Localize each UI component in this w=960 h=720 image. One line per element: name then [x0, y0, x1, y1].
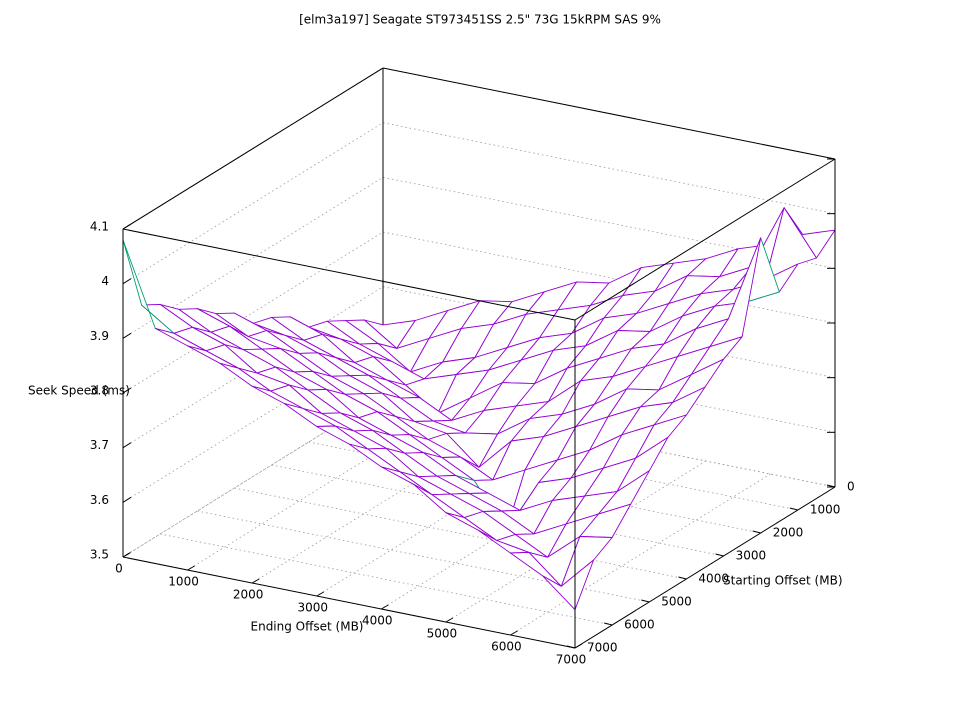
z-tick-label: 3.6 — [90, 493, 109, 507]
tick-mark — [122, 496, 132, 503]
y-tick-label: 1000 — [810, 503, 841, 517]
x-axis-title: Ending Offset (MB) — [251, 620, 364, 634]
x-tick-label: 6000 — [491, 640, 522, 654]
tick-mark — [510, 630, 518, 636]
z-axis-title: Seek Speed (ms) — [28, 384, 130, 398]
tick-mark — [316, 591, 324, 597]
x-tick-label: 1000 — [168, 575, 199, 589]
z-tick-label: 4.1 — [90, 220, 109, 234]
axis-box — [122, 67, 384, 230]
y-tick-label: 5000 — [661, 595, 692, 609]
grid-line — [122, 67, 836, 230]
grid-line — [122, 176, 836, 339]
tick-mark — [641, 599, 650, 603]
y-tick-label: 6000 — [624, 618, 655, 632]
tick-mark — [381, 604, 389, 610]
tick-mark — [604, 622, 613, 626]
tick-mark — [122, 442, 132, 449]
grid-line — [122, 122, 836, 285]
z-tick-label: 3.9 — [90, 329, 109, 343]
axis-box — [122, 556, 576, 649]
tick-mark — [251, 578, 260, 584]
tick-mark — [678, 576, 687, 580]
grid-line — [234, 487, 687, 580]
tick-mark — [122, 552, 131, 558]
tick-mark — [826, 484, 836, 488]
axis-box — [574, 158, 836, 321]
z-tick-label: 3.7 — [90, 438, 109, 452]
z-tick-label: 4 — [101, 274, 109, 288]
tick-mark — [789, 507, 798, 511]
axis-box — [382, 67, 836, 160]
x-tick-label: 4000 — [362, 614, 393, 628]
tick-mark — [122, 387, 132, 394]
z-tick-label: 3.5 — [90, 548, 109, 562]
y-tick-label: 0 — [847, 480, 855, 494]
x-tick-label: 2000 — [233, 588, 264, 602]
tick-mark — [445, 617, 454, 623]
tick-mark — [122, 278, 132, 285]
tick-mark — [187, 565, 195, 571]
axis-box — [574, 486, 836, 649]
y-tick-label: 4000 — [698, 572, 729, 586]
x-tick-label: 3000 — [297, 601, 328, 615]
axis-box — [122, 228, 576, 321]
grid-line — [197, 510, 650, 603]
x-tick-label: 5000 — [427, 627, 458, 641]
grid-line — [510, 473, 771, 636]
x-tick-label: 7000 — [556, 653, 587, 667]
z-tick-label: 3.8 — [90, 384, 109, 398]
tick-mark — [122, 332, 132, 339]
y-tick-label: 3000 — [736, 549, 767, 563]
chart-title: [elm3a197] Seagate ST973451SS 2.5" 73G 1… — [299, 13, 661, 27]
tick-mark — [752, 530, 761, 534]
grid-line — [445, 460, 707, 623]
y-tick-label: 2000 — [773, 526, 804, 540]
tick-mark — [715, 553, 724, 557]
grid-line — [160, 533, 613, 626]
y-tick-label: 7000 — [587, 641, 618, 655]
x-tick-label: 0 — [115, 562, 123, 576]
y-axis-title: Starting Offset (MB) — [723, 574, 843, 588]
